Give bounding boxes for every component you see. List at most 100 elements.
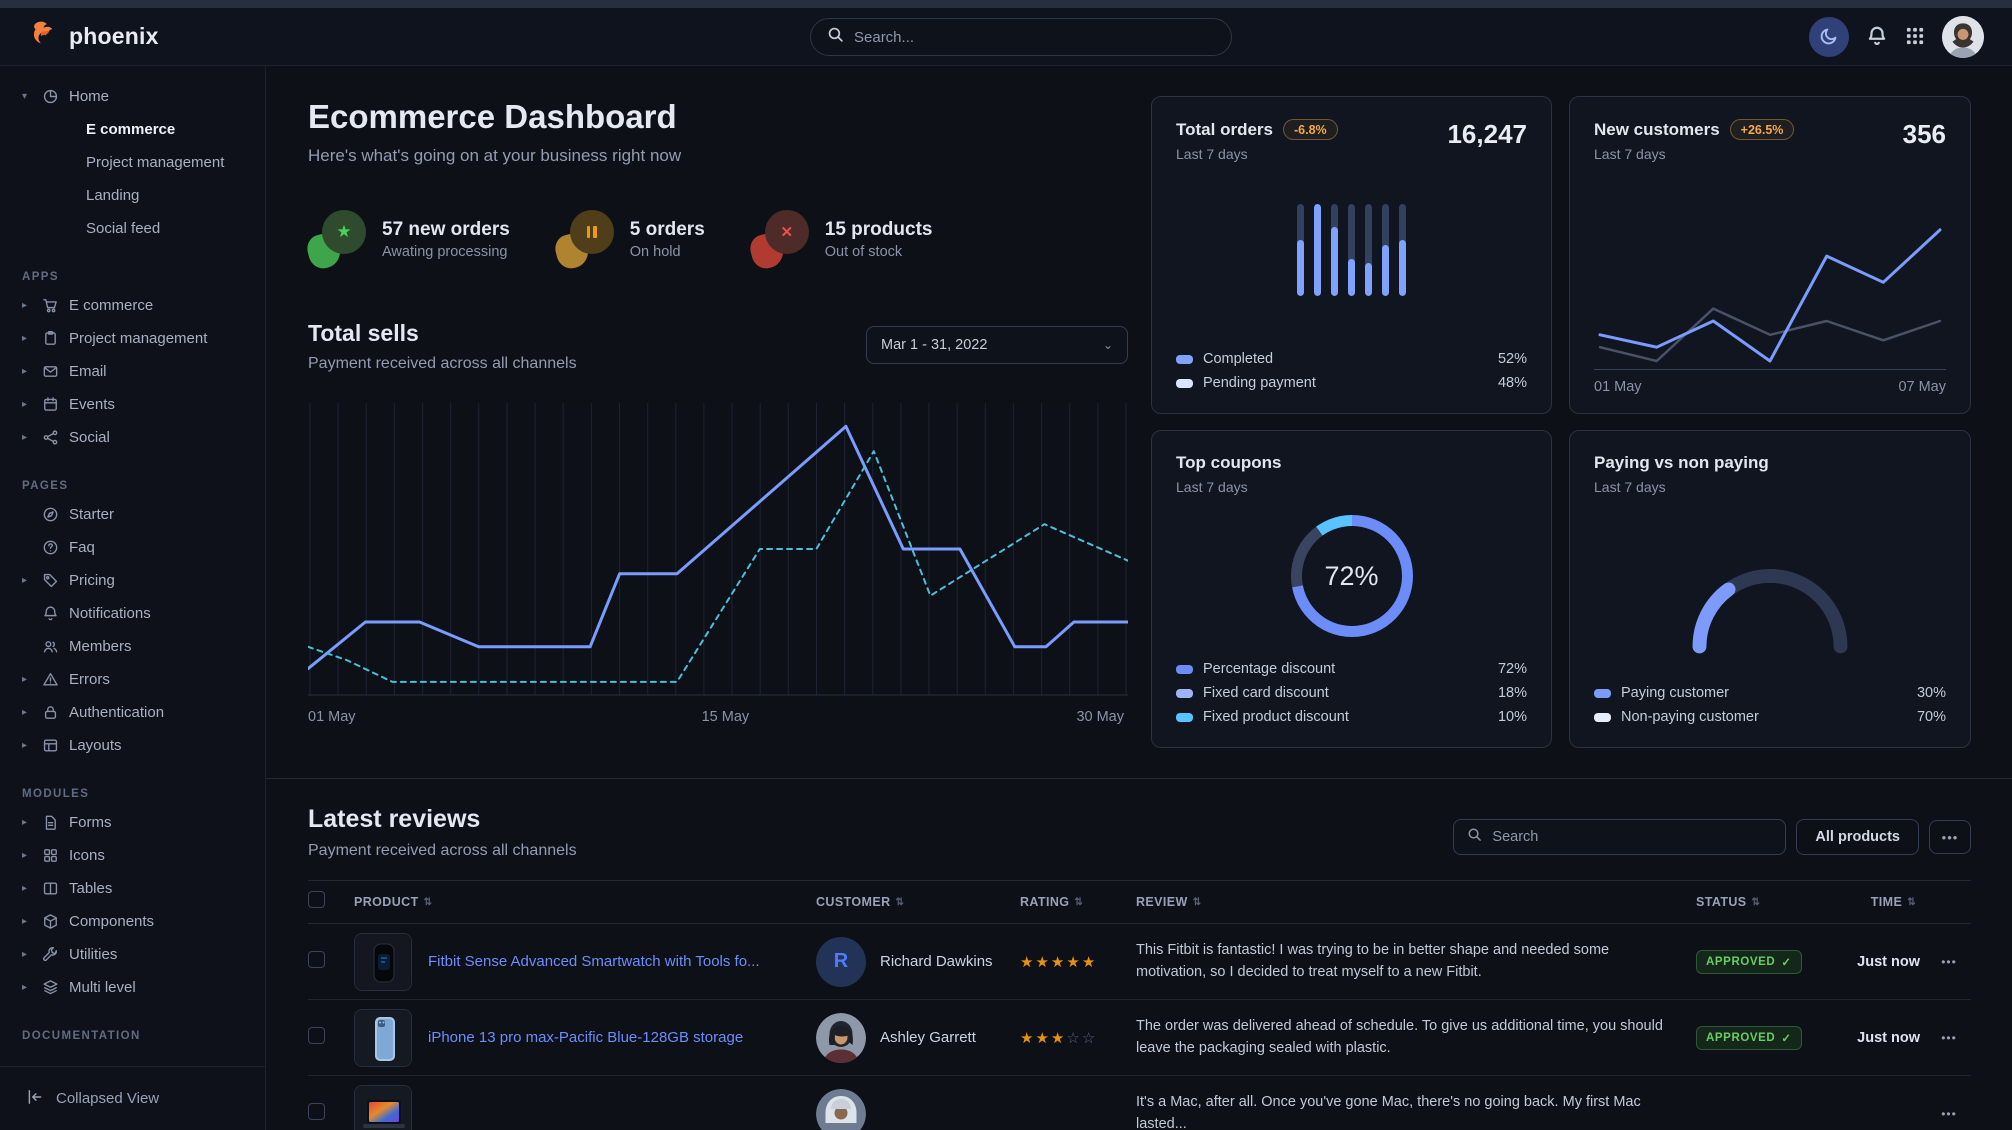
sidebar-item-project-management-app[interactable]: ▸ Project management [22,330,208,348]
sidebar-item-social[interactable]: ▸ Social [22,429,110,446]
sidebar-item-notifications[interactable]: Notifications [0,597,265,630]
change-badge: -6.8% [1282,119,1338,140]
global-search [810,18,1232,56]
sidebar-item-landing[interactable]: Landing [86,187,140,204]
change-badge: +26.5% [1729,119,1795,140]
clipboard-icon [42,330,60,348]
stat-out-of-stock: ✕ 15 products Out of stock [747,210,933,272]
reviews-title: Latest reviews [308,805,481,833]
sidebar-item-ecommerce-dashboard[interactable]: E commerce [86,121,176,138]
sidebar-item-utilities[interactable]: ▸ Utilities [22,946,118,964]
ellipsis-icon: ••• [1941,1106,1957,1121]
search-input[interactable] [854,28,1215,46]
reviews-more-button[interactable]: ••• [1929,820,1971,854]
column-product[interactable]: PRODUCT ⇅ [354,895,433,909]
sidebar-item-components[interactable]: ▸ Components [22,913,155,930]
table-row: It's a Mac, after all. Once you've gone … [308,1076,1971,1130]
total-sells-x-axis: 01 May 15 May 30 May [308,709,1124,725]
sort-icon: ⇅ [1751,896,1761,908]
collapse-sidebar-button[interactable]: Collapsed View [0,1066,265,1130]
sidebar-item-events[interactable]: ▸ Events [22,396,115,414]
all-products-filter-button[interactable]: All products [1796,819,1919,855]
caret-right-icon: ▸ [22,740,28,751]
moon-icon [1819,26,1839,49]
row-checkbox[interactable] [308,1026,325,1044]
sidebar-item-ecommerce-app[interactable]: ▸ E commerce [22,297,154,315]
sidebar-section-apps: APPS [22,271,59,283]
caret-right-icon: ▸ [22,333,28,344]
sidebar-item-faq[interactable]: Faq [0,531,265,564]
reviews-search-input[interactable] [1492,829,1773,845]
product-link[interactable]: iPhone 13 pro max-Pacific Blue-128GB sto… [428,1029,744,1046]
cart-icon [42,297,60,315]
sidebar-item-project-management-dashboard[interactable]: Project management [86,154,225,171]
sidebar-item-forms[interactable]: ▸ Forms [22,814,112,831]
sidebar-item-email[interactable]: ▸ Email [22,363,107,380]
row-checkbox[interactable] [308,950,325,968]
brand-name: phoenix [69,23,159,49]
sidebar-item-pricing[interactable]: ▸ Pricing [22,572,115,589]
column-review[interactable]: REVIEW ⇅ [1136,895,1202,909]
page-title: Ecommerce Dashboard [308,98,677,135]
donut-center-label: 72% [1324,560,1379,591]
column-time[interactable]: TIME ⇅ [1870,895,1916,909]
date-range-value: Mar 1 - 31, 2022 [881,337,988,353]
caret-right-icon: ▸ [22,949,28,960]
row-checkbox[interactable] [308,1102,325,1120]
legend-swatch [1176,712,1193,722]
total-orders-bar-chart [1176,162,1527,347]
row-menu-button[interactable]: ••• [1926,955,1972,969]
caret-right-icon: ▸ [22,575,28,586]
apps-grid-icon [1905,26,1925,49]
sidebar-item-authentication[interactable]: ▸ Authentication [22,704,165,721]
stat-caption: Out of stock [824,243,903,260]
sidebar-nav: ▾ Home E commerce Project management Lan… [0,66,265,1042]
sidebar-section-pages: PAGES [22,480,69,492]
column-status[interactable]: STATUS ⇅ [1696,895,1761,909]
column-customer[interactable]: CUSTOMER ⇅ [816,895,905,909]
product-link[interactable]: Fitbit Sense Advanced Smartwatch with To… [428,953,760,970]
wrench-icon [42,946,60,964]
sidebar-item-layouts[interactable]: ▸ Layouts [22,737,122,755]
latest-reviews-section: Latest reviews Payment received across a… [308,779,1971,1130]
layout-icon [42,737,60,755]
sidebar-item-starter[interactable]: Starter [0,498,265,531]
legend-swatch [1594,688,1611,698]
review-text: The order was delivered ahead of schedul… [1136,1017,1663,1056]
theme-toggle-button[interactable] [1809,17,1849,57]
bell-icon [1866,25,1888,50]
stat-value: 5 orders [629,218,705,240]
sidebar-item-icons[interactable]: ▸ Icons [22,847,105,864]
sort-icon: ⇅ [1192,896,1202,908]
calendar-icon [42,396,60,414]
sidebar-item-errors[interactable]: ▸ Errors [22,671,110,688]
customer-avatar: R [816,936,866,987]
legend-fixed-product-discount: Fixed product discount 10% [1176,705,1527,729]
sidebar-section-modules: MODULES [22,788,90,800]
product-thumbnail-macbook [354,1084,412,1130]
sidebar-item-social-feed[interactable]: Social feed [86,220,161,237]
apps-menu-button[interactable] [1905,26,1925,49]
sidebar-item-tables[interactable]: ▸ Tables [22,880,113,897]
reviews-subtitle: Payment received across all channels [308,842,577,859]
user-avatar[interactable] [1942,16,1984,58]
bell-icon [42,605,60,623]
stat-value: 15 products [824,218,933,240]
caret-down-icon: ▾ [22,91,28,102]
row-menu-button[interactable]: ••• [1926,1107,1972,1121]
select-all-checkbox[interactable] [308,891,325,908]
notifications-button[interactable] [1866,25,1888,50]
date-range-select[interactable]: Mar 1 - 31, 2022 ⌄ [866,326,1128,364]
sidebar-item-multi-level[interactable]: ▸ Multi level [22,979,136,996]
caret-right-icon: ▸ [22,850,28,861]
sidebar-item-home[interactable]: ▾ Home [0,80,265,113]
brand-logo[interactable]: phoenix [0,19,159,54]
legend-non-paying-customer: Non-paying customer 70% [1594,705,1946,729]
card-title: Top coupons [1176,453,1282,472]
row-menu-button[interactable]: ••• [1926,1031,1972,1045]
status-badge: APPROVED ✓ [1696,949,1802,974]
caret-right-icon: ▸ [22,707,28,718]
sidebar-item-members[interactable]: Members [0,630,265,663]
column-rating[interactable]: RATING ⇅ [1020,895,1084,909]
legend-percentage-discount: Percentage discount 72% [1176,657,1527,681]
